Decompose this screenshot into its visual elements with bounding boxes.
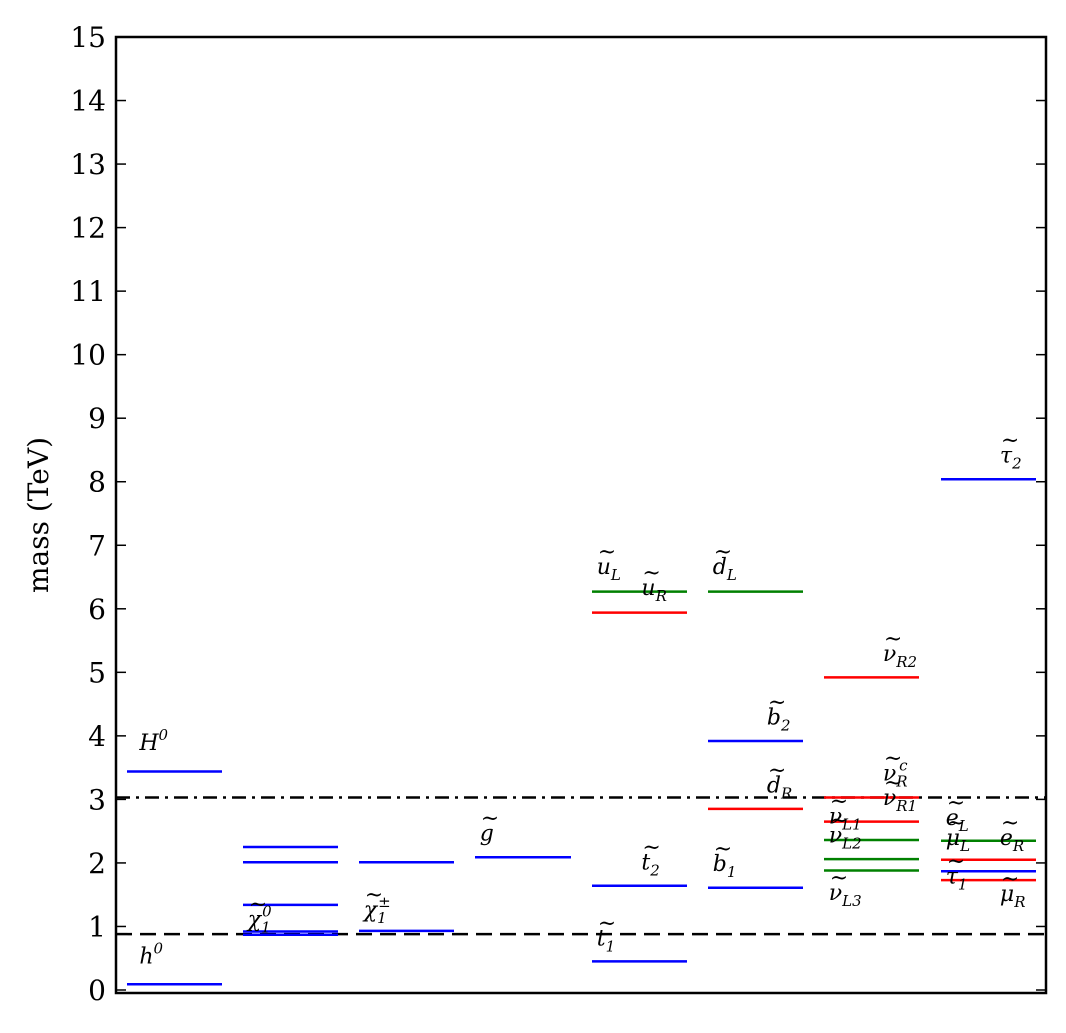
svg-text:~: ~	[830, 866, 848, 891]
label-dR: dR~	[767, 758, 792, 802]
y-tick-label: 11	[70, 275, 106, 308]
svg-text:~: ~	[481, 807, 499, 832]
y-tick-label: 2	[88, 847, 106, 880]
svg-text:~: ~	[714, 540, 732, 565]
label-uR: uR~	[641, 561, 666, 605]
svg-text:νL2: νL2	[829, 824, 862, 853]
svg-text:eL: eL	[946, 806, 969, 835]
label-nuRc: νRc~	[883, 746, 908, 790]
y-tick-label: 8	[88, 466, 106, 499]
svg-text:uR: uR	[641, 576, 666, 605]
svg-text:dR: dR	[767, 773, 792, 802]
label-nuR1: νR1~	[883, 771, 917, 815]
label-eR: eR~	[1000, 811, 1024, 855]
y-tick-label: 6	[88, 593, 106, 626]
svg-text:~: ~	[830, 790, 848, 815]
svg-text:~: ~	[1001, 811, 1019, 836]
svg-text:b2: b2	[767, 705, 791, 734]
svg-text:~: ~	[598, 540, 616, 565]
y-tick-label: 14	[70, 85, 106, 118]
svg-text:~: ~	[249, 892, 267, 917]
svg-text:~: ~	[947, 811, 965, 836]
label-stau1: τ1~	[946, 849, 968, 893]
svg-text:~: ~	[830, 809, 848, 834]
label-H0: H0	[138, 726, 168, 756]
mass-levels	[127, 477, 1036, 986]
y-tick-label: 1	[88, 910, 106, 943]
svg-text:νRc: νRc	[883, 756, 908, 790]
label-stau2: τ2~	[1000, 429, 1022, 473]
svg-text:~: ~	[642, 835, 660, 860]
y-tick-label: 10	[70, 339, 106, 372]
svg-text:H0: H0	[138, 726, 168, 756]
axes-box	[114, 35, 1048, 995]
label-nuR2: νR2~	[883, 627, 917, 671]
svg-text:~: ~	[642, 561, 660, 586]
label-muR: μR~	[1000, 867, 1026, 911]
label-h0: h0	[139, 939, 163, 969]
label-eL: eL~	[946, 791, 969, 835]
svg-text:~: ~	[947, 791, 965, 816]
svg-text:τ2: τ2	[1000, 444, 1022, 473]
svg-text:νR2: νR2	[883, 642, 917, 671]
svg-text:~: ~	[884, 746, 902, 771]
svg-text:t2: t2	[641, 850, 659, 879]
label-chipm: χ1±~	[362, 883, 391, 927]
y-tick-label: 13	[70, 148, 106, 181]
y-tick-label: 15	[70, 21, 106, 54]
svg-text:~: ~	[714, 837, 732, 862]
svg-text:τ1: τ1	[946, 864, 968, 893]
label-sbot2: b2~	[767, 690, 791, 734]
svg-text:χ10: χ10	[246, 902, 272, 936]
svg-text:~: ~	[1001, 429, 1019, 454]
svg-text:h0: h0	[139, 939, 163, 969]
svg-text:~: ~	[768, 690, 786, 715]
svg-text:b1: b1	[713, 852, 737, 881]
label-nuL1: νL1~	[829, 790, 862, 834]
y-tick-label: 5	[88, 656, 106, 689]
label-dL: dL~	[713, 540, 737, 584]
svg-text:μR: μR	[1000, 882, 1026, 911]
label-chi0: χ10~	[246, 892, 272, 936]
y-tick-label: 9	[88, 402, 106, 435]
label-gluino: g~	[480, 807, 499, 847]
label-nuL2: νL2~	[829, 809, 862, 853]
svg-text:~: ~	[1001, 867, 1019, 892]
svg-text:νL1: νL1	[829, 805, 862, 834]
y-tick-label: 3	[88, 783, 106, 816]
svg-text:~: ~	[884, 627, 902, 652]
label-uL: uL~	[597, 540, 621, 584]
svg-text:~: ~	[884, 771, 902, 796]
label-sbot1: b1~	[713, 837, 737, 881]
svg-text:~: ~	[365, 883, 383, 908]
label-nuL3: νL3~	[829, 866, 862, 910]
y-tick-label: 7	[88, 529, 106, 562]
svg-text:~: ~	[947, 849, 965, 874]
svg-text:dL: dL	[713, 555, 737, 584]
y-tick-label: 0	[88, 974, 106, 1007]
svg-text:~: ~	[768, 758, 786, 783]
y-tick-label: 4	[88, 720, 106, 753]
svg-text:μL: μL	[946, 826, 970, 855]
svg-text:χ1±: χ1±	[362, 893, 391, 927]
svg-text:eR: eR	[1000, 826, 1024, 855]
label-stop1: t1~	[597, 912, 616, 956]
y-axis-label: mass (TeV)	[22, 437, 55, 593]
svg-text:uL: uL	[597, 555, 621, 584]
svg-text:~: ~	[598, 912, 616, 937]
label-stop2: t2~	[641, 835, 660, 879]
plot-frame	[114, 35, 1048, 995]
svg-text:g: g	[480, 822, 494, 847]
svg-text:νL3: νL3	[829, 881, 862, 910]
svg-text:t1: t1	[597, 927, 615, 956]
svg-text:νR1: νR1	[883, 786, 917, 815]
y-tick-label: 12	[70, 212, 106, 245]
label-muL: μL~	[946, 811, 970, 855]
